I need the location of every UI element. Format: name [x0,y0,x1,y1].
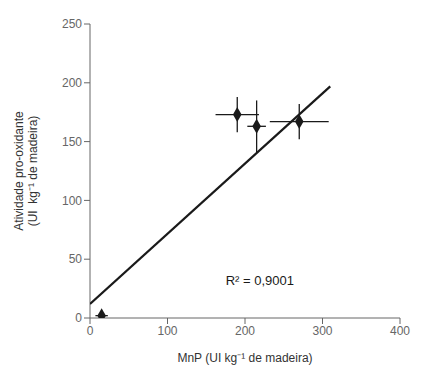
svg-text:200: 200 [235,324,255,338]
svg-text:MnP (UI kg⁻¹ de madeira): MnP (UI kg⁻¹ de madeira) [177,351,312,365]
svg-text:50: 50 [69,252,83,266]
svg-text:0: 0 [87,324,94,338]
svg-text:Atividade pro-oxidante(UI kg⁻: Atividade pro-oxidante(UI kg⁻¹ de madeir… [12,111,40,231]
svg-text:150: 150 [62,135,82,149]
svg-text:0: 0 [75,311,82,325]
svg-text:300: 300 [312,324,332,338]
svg-text:R² = 0,9001: R² = 0,9001 [226,273,294,288]
svg-text:250: 250 [62,17,82,31]
svg-text:400: 400 [390,324,410,338]
svg-text:200: 200 [62,76,82,90]
svg-text:100: 100 [62,194,82,208]
svg-text:100: 100 [157,324,177,338]
